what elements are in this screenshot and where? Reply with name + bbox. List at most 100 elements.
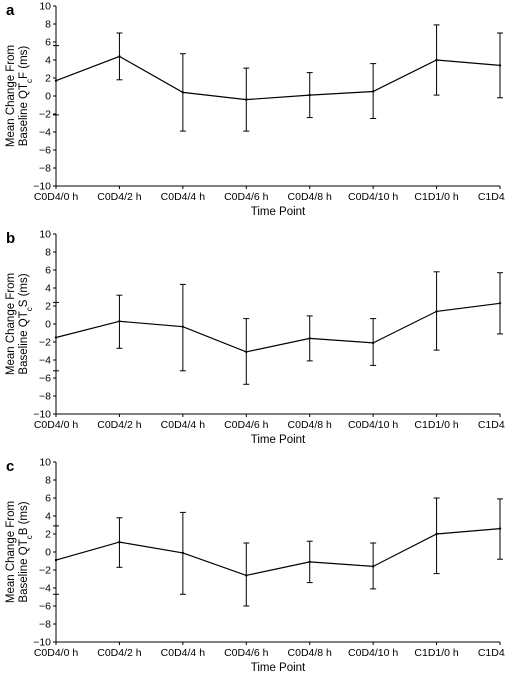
chart-panel-a: a 10 8 6 4 2 0 −2 −4 −6 −8 −10 C0D4/0 h C0D4/2 h C0D4/… (0, 0, 505, 226)
y-axis-title-subscript: c (25, 79, 34, 83)
y-tick-label: −10 (33, 181, 51, 193)
chart-panel-b: b 10 8 6 4 2 0 −2 −4 −6 −8 −10 C0D4/0 h C0D4/2 h C0D4/… (0, 228, 505, 454)
y-tick-label: 0 (45, 91, 51, 103)
series-line (55, 55, 501, 101)
x-tick-label: C0D4/4 h (161, 191, 206, 203)
x-axis-title: Time Point (251, 662, 306, 674)
data-point (371, 341, 375, 345)
y-tick-label: 4 (45, 511, 51, 523)
y-axis-title-subscript: c (25, 535, 34, 539)
y-tick-label: 0 (45, 319, 51, 331)
x-tick-label: C1D1/0 h (414, 647, 459, 659)
y-tick-label: 8 (45, 19, 51, 31)
y-tick-label: −10 (33, 637, 51, 649)
y-axis-title-part: Baseline QT (18, 83, 30, 146)
x-axis-title: Time Point (251, 434, 306, 446)
data-point (435, 532, 438, 536)
y-tick-label: 10 (39, 229, 51, 241)
y-tick-label: −6 (39, 145, 51, 157)
x-tick-label: C0D4/8 h (288, 419, 333, 431)
y-tick-label: 8 (45, 475, 51, 487)
y-tick-label: −4 (39, 355, 51, 367)
x-tick-label: C0D4/0 h (34, 647, 79, 659)
y-axis-title-line1: Mean Change From (5, 501, 17, 603)
y-axis-title-part: Baseline QT (18, 311, 30, 374)
y-tick-label: −10 (33, 409, 51, 421)
y-tick-label: −2 (39, 337, 51, 349)
y-tick-label: −4 (39, 583, 51, 595)
x-tick-label: C0D4/0 h (34, 419, 79, 431)
y-tick-label: 6 (45, 265, 51, 277)
data-point (54, 558, 58, 562)
x-tick-label: C1D1/0 h (414, 419, 459, 431)
x-tick-label: C0D4/4 h (161, 647, 206, 659)
data-point (435, 310, 438, 313)
y-tick-label: −2 (39, 109, 51, 121)
y-tick-label: 4 (45, 55, 51, 67)
data-point (308, 560, 311, 564)
y-tick-label: −6 (39, 601, 51, 613)
error-bar (433, 497, 440, 575)
x-axis-title: Time Point (251, 206, 306, 218)
y-tick-label: 2 (45, 529, 51, 541)
data-point (308, 337, 311, 340)
x-tick-label: C0D4/8 h (288, 191, 333, 203)
data-point (118, 320, 121, 323)
y-tick-label: 4 (45, 283, 51, 295)
y-tick-label: −8 (39, 163, 51, 175)
x-tick-label: C0D4/2 h (97, 647, 142, 659)
x-tick-label: C0D4/6 h (224, 419, 269, 431)
x-tick-label: C1D4/0 h (478, 419, 505, 431)
y-tick-label: 6 (45, 37, 51, 49)
x-tick-label: C0D4/2 h (97, 191, 142, 203)
y-tick-label: −2 (39, 565, 51, 577)
y-axis-title-part: S (ms) (18, 273, 30, 307)
data-point (245, 350, 248, 354)
y-tick-label: −8 (39, 619, 51, 631)
chart-panel-c: c 10 8 6 4 2 0 −2 −4 −6 −8 −10 C0D4/0 h C0D4/2 h C0D4/… (0, 456, 505, 682)
data-point (245, 574, 248, 577)
y-tick-label: 6 (45, 493, 51, 505)
data-point (371, 90, 375, 93)
y-tick-label: 10 (39, 1, 51, 13)
data-point (54, 79, 58, 82)
y-tick-label: −6 (39, 373, 51, 385)
y-tick-label: 8 (45, 247, 51, 259)
data-point (371, 565, 375, 568)
data-point (498, 302, 502, 305)
x-tick-label: C0D4/10 h (348, 191, 398, 203)
y-tick-label: 10 (39, 457, 51, 469)
y-tick-label: 2 (45, 301, 51, 313)
x-tick-label: C0D4/10 h (348, 647, 398, 659)
data-point (435, 58, 438, 62)
y-axis-title-part: Baseline QT (18, 539, 30, 602)
x-tick-label: C0D4/8 h (288, 647, 333, 659)
x-tick-label: C0D4/6 h (224, 191, 269, 203)
x-tick-label: C0D4/4 h (161, 419, 206, 431)
data-point (118, 55, 121, 58)
y-tick-label: −8 (39, 391, 51, 403)
x-tick-label: C1D1/0 h (414, 191, 459, 203)
y-axis-title-line2: Baseline QTcF (ms) (18, 46, 34, 147)
x-tick-label: C1D4/0 h (478, 191, 505, 203)
data-point (181, 551, 185, 555)
series-line (55, 528, 501, 577)
data-point (54, 336, 58, 339)
x-tick-label: C1D4/0 h (478, 647, 505, 659)
y-tick-label: 2 (45, 73, 51, 85)
x-tick-label: C0D4/0 h (34, 191, 79, 203)
data-point (118, 540, 121, 544)
data-point (181, 325, 185, 328)
y-axis-title-line1: Mean Change From (5, 45, 17, 147)
data-point (498, 64, 502, 67)
y-axis-title-subscript: c (25, 307, 34, 311)
x-tick-label: C0D4/6 h (224, 647, 269, 659)
panel-letter: a (6, 2, 15, 19)
series-line (55, 302, 501, 353)
y-axis-title-line2: Baseline QTcB (ms) (18, 501, 34, 602)
x-tick-label: C0D4/2 h (97, 419, 142, 431)
y-axis-title-part: F (ms) (18, 46, 30, 79)
